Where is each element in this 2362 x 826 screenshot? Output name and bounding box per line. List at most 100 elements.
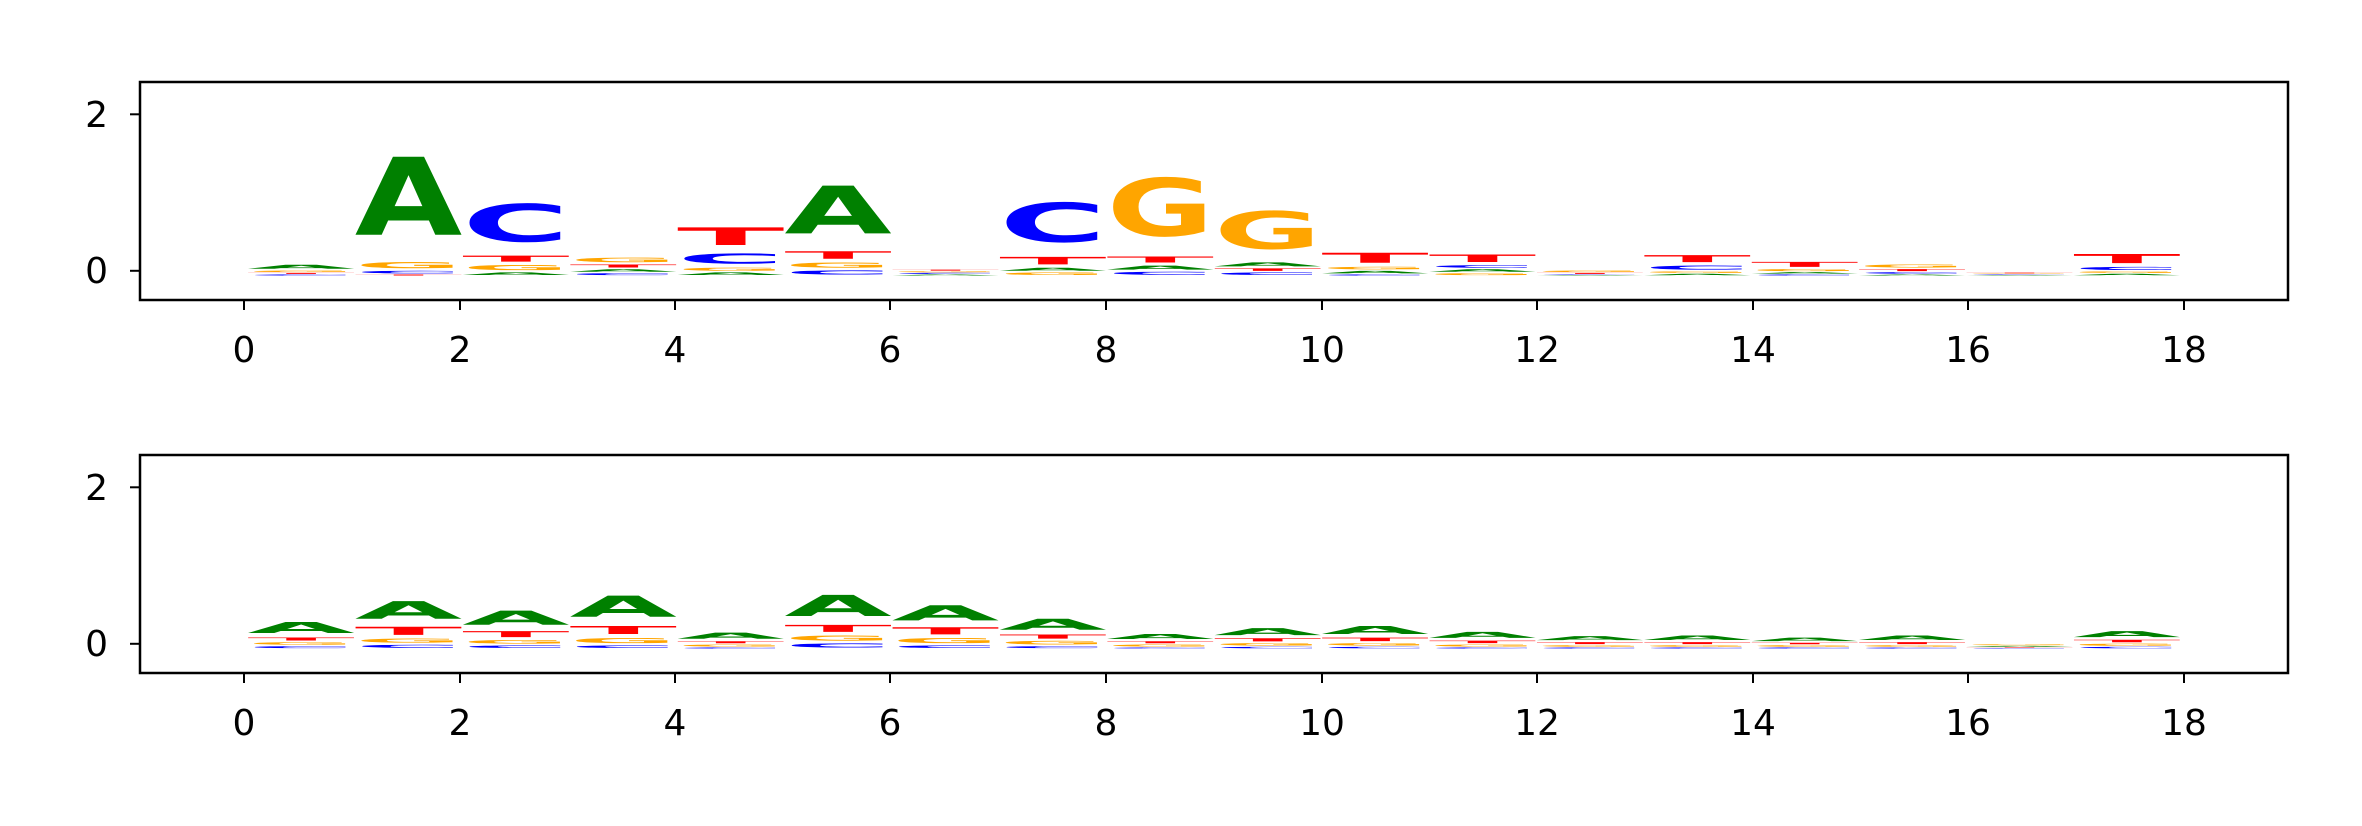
logo-letter-A: A <box>1214 626 1321 637</box>
bottom-ytick-label: 2 <box>85 468 108 509</box>
logo-letter-T: T <box>677 222 785 250</box>
logo-letter-C: C <box>1644 265 1751 271</box>
logo-letter-G: G <box>1644 645 1751 647</box>
logo-letter-T: T <box>247 273 354 275</box>
logo-letter-A: A <box>462 272 569 276</box>
logo-letter-A: A <box>1107 633 1214 641</box>
logo-letter-T: T <box>1321 250 1428 266</box>
bottom-xtick-label: 6 <box>879 703 902 744</box>
bottom-xtick-label: 12 <box>1514 703 1560 744</box>
logo-letter-T: T <box>892 269 999 271</box>
logo-letter-C: C <box>999 193 1106 255</box>
logo-letter-G: G <box>1644 271 1751 273</box>
top-ytick-label: 0 <box>85 251 108 292</box>
top-ytick-label: 2 <box>85 95 108 136</box>
bottom-xtick-label: 0 <box>233 703 256 744</box>
logo-letter-C: C <box>355 270 462 274</box>
logo-letter-A: A <box>570 590 678 624</box>
top-xtick-label: 2 <box>449 330 472 371</box>
logo-letter-G: G <box>462 264 569 272</box>
logo-letter-A: A <box>570 269 677 273</box>
bottom-xtick-label: 2 <box>449 703 472 744</box>
top-xtick-label: 16 <box>1945 330 1991 371</box>
logo-letter-C: C <box>677 647 784 649</box>
logo-letter-G: G <box>677 267 784 272</box>
bottom-xtick-label: 8 <box>1095 703 1118 744</box>
logo-letter-G: G <box>1321 266 1428 270</box>
logo-letter-A: A <box>784 172 891 249</box>
logo-letter-A: A <box>1858 274 1965 276</box>
logo-letter-A: A <box>1644 634 1751 641</box>
logo-letter-T: T <box>1858 269 1965 272</box>
logo-letter-A: A <box>1536 635 1643 641</box>
logo-letter-G: G <box>1214 642 1321 646</box>
logo-letter-A: A <box>1536 275 1643 276</box>
logo-letter-C: C <box>570 645 677 649</box>
top-xtick-label: 18 <box>2161 330 2207 371</box>
bottom-xtick-label: 18 <box>2161 703 2207 744</box>
logo-letter-C: C <box>1858 647 1965 649</box>
logo-letter-A: A <box>1429 630 1536 640</box>
logo-letter-C: C <box>892 273 999 275</box>
logo-letter-G: G <box>462 639 569 645</box>
logo-letter-A: A <box>1966 275 2073 276</box>
logo-letter-C: C <box>462 193 569 253</box>
logo-letter-C: C <box>1429 265 1536 269</box>
logo-letter-T: T <box>1966 647 2073 648</box>
bottom-ytick-label: 0 <box>85 624 108 665</box>
logo-letter-C: C <box>1429 647 1536 649</box>
logo-letter-A: A <box>892 601 1000 625</box>
bottom-xtick-label: 10 <box>1299 703 1345 744</box>
top-x-axis: 0 2 4 6 8 10 12 14 16 18 <box>233 300 2207 371</box>
logo-letter-C: C <box>2073 266 2180 271</box>
logo-letter-G: G <box>1966 644 2073 646</box>
logo-letter-A: A <box>1321 270 1428 274</box>
logo-letter-T: T <box>784 623 891 634</box>
logo-letter-C: C <box>1858 272 1965 274</box>
logo-letter-G: G <box>1107 644 1214 647</box>
logo-letter-G: G <box>1966 273 2073 274</box>
logo-letter-A: A <box>1966 646 2073 648</box>
logo-letter-G: G <box>1214 201 1321 261</box>
logo-letter-T: T <box>1107 255 1214 265</box>
logo-letter-G: G <box>355 260 462 270</box>
logo-letter-G: G <box>892 637 999 645</box>
logo-letter-C: C <box>999 646 1106 649</box>
bottom-logo-panel: CGTACGTACGTACGTACGTACGTACGTACGTACGTACGTA… <box>85 453 2290 744</box>
logo-letter-C: C <box>1536 274 1643 275</box>
logo-letter-A: A <box>999 267 1106 272</box>
logo-letter-A: A <box>999 616 1106 634</box>
logo-letter-T: T <box>1214 268 1321 272</box>
logo-letter-G: G <box>1429 273 1536 276</box>
bottom-xtick-label: 14 <box>1730 703 1776 744</box>
logo-letter-G: G <box>1429 644 1536 647</box>
logo-letter-C: C <box>1321 646 1428 648</box>
logo-letter-C: C <box>1751 647 1858 649</box>
logo-letter-G: G <box>1858 264 1965 269</box>
logo-letter-A: A <box>677 272 784 276</box>
bottom-xtick-label: 4 <box>664 703 687 744</box>
logo-letter-C: C <box>355 644 462 649</box>
logo-letter-T: T <box>1214 638 1321 643</box>
logo-letter-A: A <box>2073 630 2180 640</box>
logo-letter-C: C <box>892 645 999 649</box>
logo-letter-C: C <box>1214 272 1321 276</box>
logo-letter-G: G <box>355 637 462 643</box>
logo-letter-G: G <box>677 644 784 647</box>
top-xtick-label: 6 <box>879 330 902 371</box>
logo-letter-A: A <box>1214 261 1321 267</box>
logo-letter-A: A <box>784 589 892 623</box>
logo-letter-G: G <box>1536 270 1643 272</box>
logo-letter-G: G <box>570 637 677 645</box>
logo-letter-T: T <box>570 624 677 637</box>
logo-letter-A: A <box>1751 637 1858 643</box>
logo-letter-C: C <box>570 273 677 276</box>
logo-letter-G: G <box>1536 645 1643 647</box>
logo-letter-C: C <box>1107 271 1214 276</box>
logo-letter-G: G <box>784 261 891 269</box>
top-xtick-label: 8 <box>1095 330 1118 371</box>
logo-letter-C: C <box>1751 274 1858 276</box>
logo-letter-A: A <box>892 274 999 276</box>
